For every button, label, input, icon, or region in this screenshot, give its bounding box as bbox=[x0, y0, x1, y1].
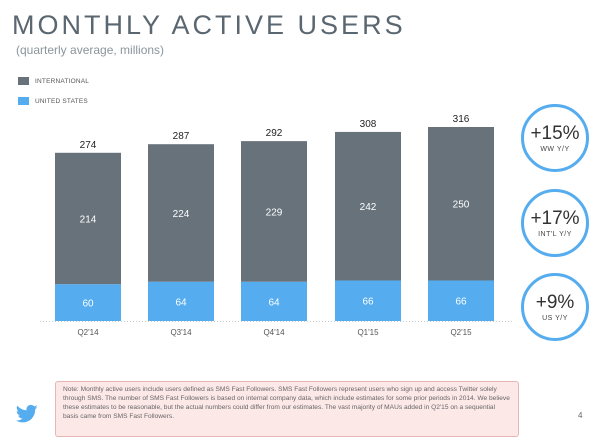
kpi-ww-yoy: +15% WW Y/Y bbox=[521, 104, 589, 172]
tick-label-1: Q3'14 bbox=[170, 328, 192, 337]
kpi-us-yoy: +9% US Y/Y bbox=[521, 273, 589, 341]
label-us-3: 66 bbox=[362, 297, 374, 308]
kpi-intl-label: INT'L Y/Y bbox=[538, 230, 572, 238]
page-title: MONTHLY ACTIVE USERS bbox=[12, 10, 406, 40]
legend-international: INTERNATIONAL bbox=[18, 77, 89, 85]
kpi-intl-value: +17% bbox=[530, 207, 580, 229]
bar-international-1 bbox=[148, 144, 214, 282]
kpi-ww-label: WW Y/Y bbox=[540, 145, 570, 153]
kpi-us-value: +9% bbox=[535, 291, 575, 313]
bar-international-0 bbox=[55, 152, 121, 285]
label-international-0: 214 bbox=[80, 214, 97, 225]
tick-label-3: Q1'15 bbox=[357, 328, 379, 337]
label-total-4: 316 bbox=[453, 114, 470, 125]
label-us-1: 64 bbox=[175, 297, 187, 308]
legend-swatch-united-states bbox=[18, 97, 29, 105]
label-international-1: 224 bbox=[173, 209, 190, 220]
bar-us-1 bbox=[148, 281, 214, 321]
bar-us-0 bbox=[55, 284, 121, 321]
page-subtitle: (quarterly average, millions) bbox=[16, 43, 165, 57]
legend-label-united-states: UNITED STATES bbox=[35, 97, 88, 105]
bar-international-2 bbox=[241, 141, 307, 282]
kpi-ww-value: +15% bbox=[530, 122, 580, 144]
tick-label-2: Q4'14 bbox=[263, 328, 285, 337]
label-international-2: 229 bbox=[266, 207, 283, 218]
twitter-bird-icon bbox=[16, 404, 38, 423]
tick-label-0: Q2'14 bbox=[77, 328, 99, 337]
bar-international-4 bbox=[428, 127, 494, 281]
label-total-3: 308 bbox=[360, 119, 377, 130]
kpi-us-label: US Y/Y bbox=[542, 314, 568, 322]
label-us-2: 64 bbox=[268, 297, 280, 308]
legend-label-international: INTERNATIONAL bbox=[35, 77, 90, 85]
kpi-intl-yoy: +17% INT'L Y/Y bbox=[521, 189, 589, 257]
legend-swatch-international bbox=[18, 77, 29, 85]
footnote-box: Note: Monthly active users include users… bbox=[55, 381, 519, 437]
label-international-4: 250 bbox=[453, 200, 470, 211]
label-us-0: 60 bbox=[82, 299, 94, 310]
bar-us-4 bbox=[428, 280, 494, 321]
tick-label-4: Q2'15 bbox=[450, 328, 472, 337]
legend-united-states: UNITED STATES bbox=[18, 97, 88, 105]
label-total-0: 274 bbox=[80, 140, 97, 151]
bar-us-3 bbox=[335, 280, 401, 321]
label-total-1: 287 bbox=[173, 131, 190, 142]
label-international-3: 242 bbox=[360, 202, 377, 213]
page-number: 4 bbox=[578, 411, 583, 420]
label-us-4: 66 bbox=[455, 297, 467, 308]
bar-us-2 bbox=[241, 281, 307, 321]
label-total-2: 292 bbox=[266, 128, 283, 139]
bar-international-3 bbox=[335, 131, 401, 281]
